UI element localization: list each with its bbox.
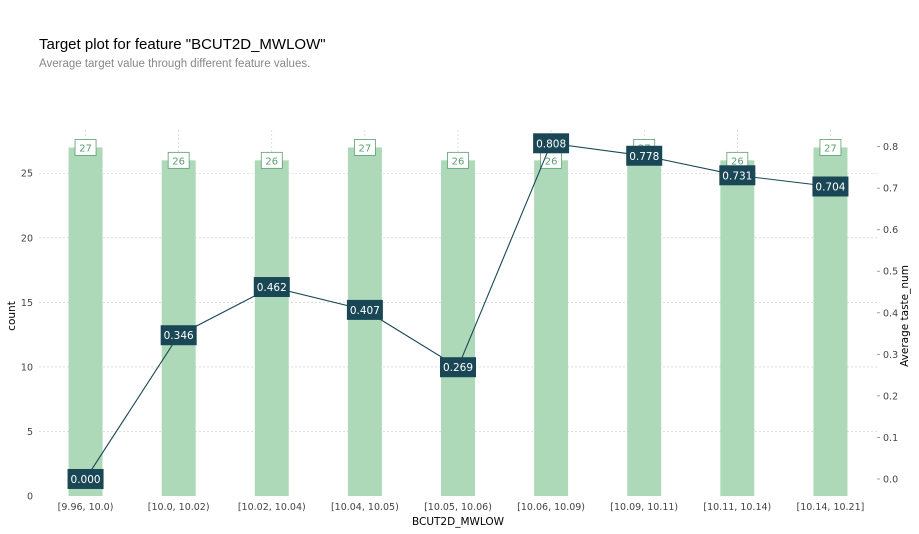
y-tick-label-right: 0.2 [883, 391, 898, 402]
x-tick-label: [10.05, 10.06) [424, 502, 492, 513]
value-label-box [160, 325, 197, 346]
count-bar [627, 147, 662, 496]
value-label-box [533, 133, 570, 154]
count-label: 27 [79, 143, 92, 154]
count-label: 27 [359, 143, 372, 154]
y-tick-label-right: 0.4 [883, 308, 898, 319]
x-tick-label: [10.09, 10.11) [610, 502, 678, 513]
y-tick-label-right: 0.8 [883, 142, 898, 153]
count-label-box [819, 139, 842, 156]
y-tick-label-left: 25 [21, 169, 33, 180]
count-label-box [74, 139, 97, 156]
y-axis-label-right: Average taste_num [899, 265, 911, 367]
bar-layer [68, 147, 848, 496]
count-label-box [447, 151, 469, 169]
count-bar [347, 147, 382, 496]
y-tick-label-left: 20 [21, 233, 33, 244]
y-tick-label-left: 5 [27, 427, 33, 438]
value-label: 0.731 [722, 170, 752, 182]
x-tick-label: [10.11, 10.14) [703, 502, 771, 513]
axis-layer: 0 5 10 15 20 25 0.0 0.1 0.2 0.3 0.4 0.5 0.6 0.7 0.8 [9.… [21, 142, 898, 513]
count-bar [441, 160, 475, 496]
value-label-box [440, 357, 476, 378]
y-tick-label-right: 0.0 [883, 474, 898, 485]
value-label: 0.778 [629, 151, 659, 163]
x-tick-label: [9.96, 10.0) [58, 502, 114, 513]
count-label: 27 [824, 143, 837, 154]
y-tick-label-right: 0.3 [883, 350, 898, 361]
y-tick-label-right: 0.5 [883, 267, 898, 278]
count-label: 26 [545, 156, 558, 167]
count-bar [254, 160, 289, 496]
count-label-box [167, 151, 190, 169]
value-label: 0.462 [257, 282, 287, 294]
y-tick-label-right: 0.7 [883, 184, 898, 195]
value-label-box [812, 176, 849, 197]
value-label-box [253, 277, 290, 298]
x-tick-label: [10.02, 10.04) [238, 502, 306, 513]
y-tick-label-left: 0 [27, 492, 33, 503]
chart-title: Target plot for feature "BCUT2D_MWLOW" [39, 36, 326, 53]
count-label-box [260, 151, 283, 169]
x-tick-label: [10.04, 10.05) [331, 502, 399, 513]
count-bar [720, 160, 755, 496]
value-label-box [719, 165, 756, 186]
y-tick-label-left: 15 [21, 298, 33, 309]
chart-subtitle: Average target value through different f… [39, 58, 310, 70]
count-bar [534, 160, 569, 496]
count-label: 26 [452, 156, 465, 167]
value-label: 0.808 [536, 138, 566, 150]
value-label-box [626, 145, 663, 166]
x-tick-label: [10.06, 10.09) [517, 502, 585, 513]
x-tick-label: [10.0, 10.02) [148, 502, 210, 513]
y-axis-label-left: count [6, 301, 18, 331]
y-tick-label-left: 10 [21, 362, 33, 373]
value-label: 0.000 [71, 474, 101, 486]
x-axis-label: BCUT2D_MWLOW [412, 516, 505, 528]
value-label-layer: 0.000 0.346 0.462 0.407 0.269 0.808 0.778 0.731… [67, 133, 849, 489]
count-label: 26 [172, 156, 185, 167]
count-bar [68, 147, 103, 496]
value-label-box [67, 468, 104, 489]
value-label: 0.346 [164, 330, 194, 342]
x-tick-label: [10.14, 10.21] [797, 502, 865, 513]
value-label-box [346, 299, 383, 320]
value-label: 0.269 [443, 362, 473, 374]
count-bar [813, 147, 848, 496]
count-label: 26 [265, 156, 278, 167]
y-tick-label-right: 0.6 [883, 225, 898, 236]
count-label: 26 [731, 156, 744, 167]
count-label-box [353, 139, 376, 156]
value-label: 0.704 [815, 181, 845, 193]
y-tick-label-right: 0.1 [883, 433, 898, 444]
value-label: 0.407 [350, 305, 380, 317]
